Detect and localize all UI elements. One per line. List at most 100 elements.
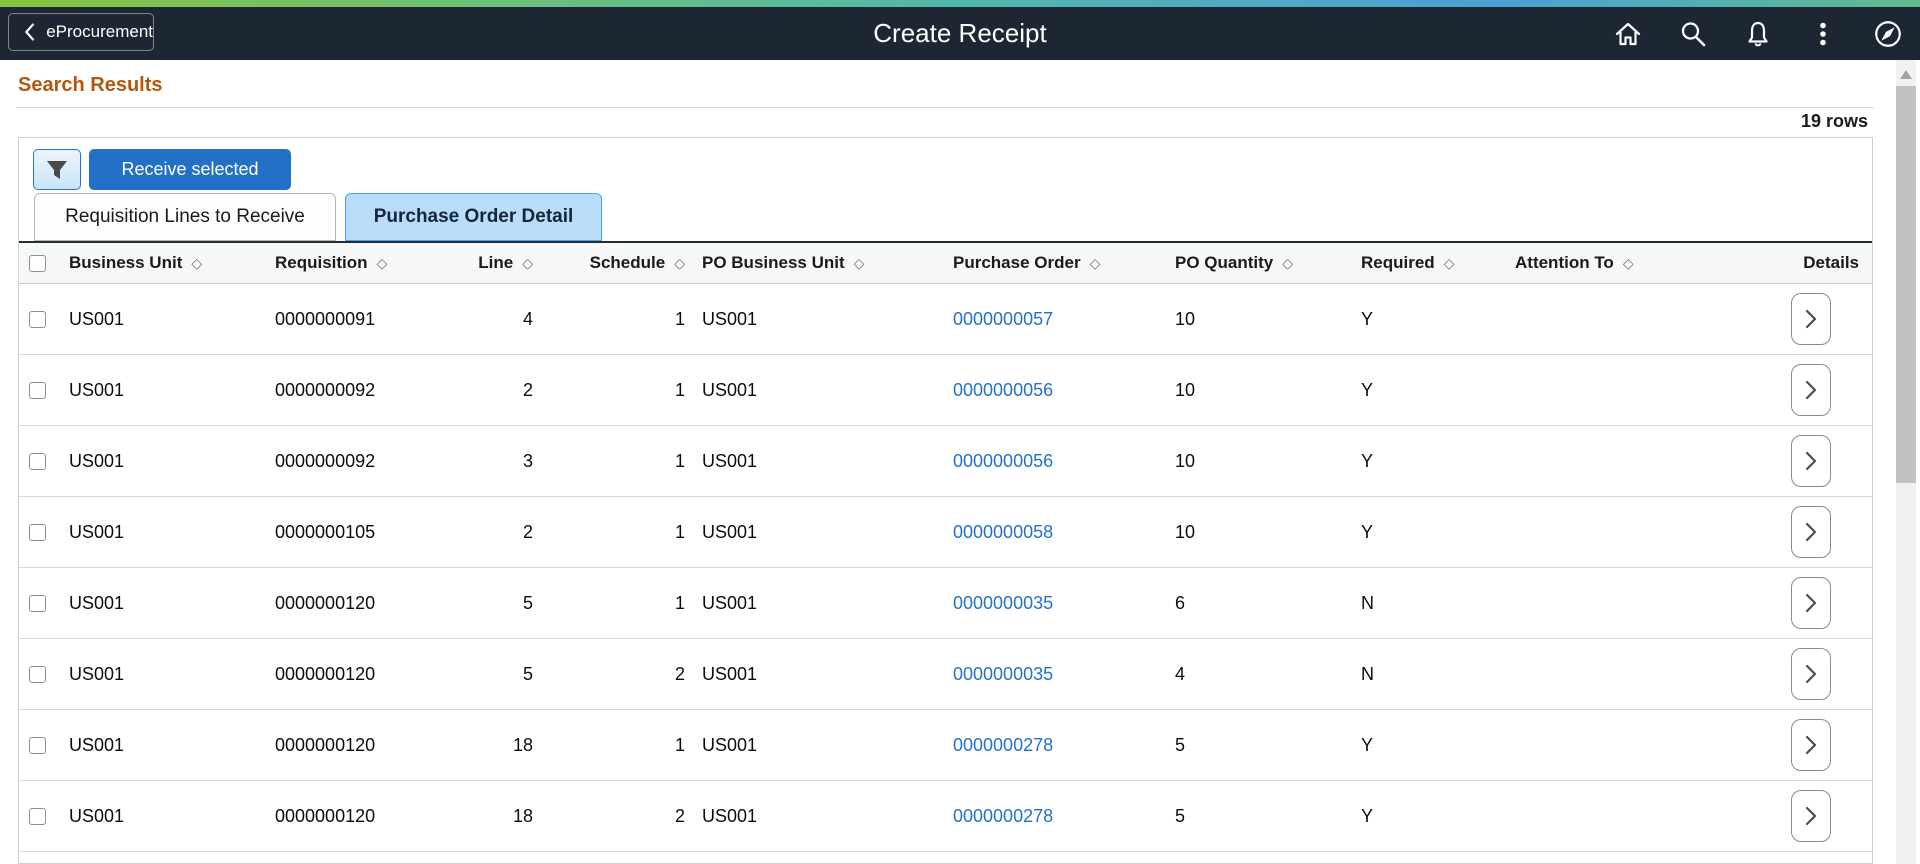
column-header-schedule[interactable]: Schedule ◇ (589, 253, 685, 272)
chevron-right-icon (1805, 380, 1817, 400)
row-checkbox[interactable] (29, 736, 46, 754)
cell-required: N (1361, 592, 1374, 613)
cell-schedule: 1 (674, 521, 685, 542)
cell-business-unit: US001 (69, 592, 125, 613)
more-options-kebab-icon[interactable] (1807, 18, 1839, 50)
purchase-order-link[interactable]: 0000000278 (953, 734, 1054, 755)
cell-line: 18 (512, 805, 533, 826)
column-header-required[interactable]: Required ◇ (1361, 253, 1455, 272)
cell-business-unit: US001 (69, 805, 125, 826)
cell-required: Y (1361, 521, 1374, 542)
page-title: Create Receipt (873, 18, 1047, 48)
sort-icon: ◇ (1282, 254, 1294, 271)
notifications-bell-icon[interactable] (1742, 18, 1774, 50)
header-actions (1612, 7, 1904, 60)
row-checkbox[interactable] (29, 594, 46, 612)
row-details-button[interactable] (1791, 293, 1831, 345)
column-header-business_unit[interactable]: Business Unit ◇ (69, 253, 203, 272)
row-details-button[interactable] (1791, 790, 1831, 842)
table-row: US001 0000000120 5 1 US001 0000000035 6 … (19, 568, 1872, 639)
row-details-button[interactable] (1791, 364, 1831, 416)
navbar-compass-icon[interactable] (1872, 18, 1904, 50)
application-header-bar: eProcurement Create Receipt (0, 7, 1920, 60)
column-header-line[interactable]: Line ◇ (478, 253, 533, 272)
column-header-requisition[interactable]: Requisition ◇ (275, 253, 388, 272)
cell-attention-to (1497, 497, 1669, 567)
column-header-po_quantity[interactable]: PO Quantity ◇ (1175, 253, 1294, 272)
purchase-order-link[interactable]: 0000000035 (953, 663, 1054, 684)
cell-required: Y (1361, 734, 1374, 755)
row-checkbox[interactable] (29, 452, 46, 470)
tab-requisition-lines-to-receive[interactable]: Requisition Lines to Receive (34, 193, 336, 241)
column-header-attention_to[interactable]: Attention To ◇ (1515, 253, 1634, 272)
scrollbar-thumb[interactable] (1896, 86, 1916, 483)
table-row: US001 0000000105 2 1 US001 0000000058 10… (19, 497, 1872, 568)
purchase-order-link[interactable]: 0000000056 (953, 379, 1054, 400)
cell-business-unit: US001 (69, 663, 125, 684)
tab-strip: Requisition Lines to Receive Purchase Or… (19, 193, 1872, 241)
cell-requisition: 0000000092 (275, 379, 376, 400)
cell-business-unit: US001 (69, 379, 125, 400)
scroll-up-arrow-icon[interactable] (1900, 70, 1912, 79)
sort-icon: ◇ (853, 254, 865, 271)
cell-schedule: 1 (674, 450, 685, 471)
cell-attention-to (1497, 355, 1669, 425)
table-header: Business Unit ◇ Requisition ◇ Line ◇ Schedule ◇… (19, 243, 1872, 284)
row-checkbox[interactable] (29, 310, 46, 328)
row-select-cell (19, 355, 69, 425)
back-button-label: eProcurement (46, 22, 153, 41)
row-checkbox[interactable] (29, 381, 46, 399)
cell-po-quantity: 10 (1175, 379, 1196, 400)
cell-required: Y (1361, 805, 1374, 826)
cell-line: 5 (522, 663, 533, 684)
purchase-order-link[interactable]: 0000000035 (953, 592, 1054, 613)
cell-po-business-unit: US001 (702, 663, 758, 684)
table-row: US001 0000000120 18 2 US001 0000000278 5… (19, 781, 1872, 852)
section-title: Search Results (18, 74, 163, 96)
search-icon[interactable] (1677, 18, 1709, 50)
purchase-order-link[interactable]: 0000000056 (953, 450, 1054, 471)
cell-po-business-unit: US001 (702, 592, 758, 613)
row-details-button[interactable] (1791, 435, 1831, 487)
purchase-order-link[interactable]: 0000000058 (953, 521, 1054, 542)
row-details-button[interactable] (1791, 648, 1831, 700)
home-icon[interactable] (1612, 18, 1644, 50)
cell-po-quantity: 10 (1175, 521, 1196, 542)
cell-schedule: 1 (674, 592, 685, 613)
sort-icon: ◇ (1089, 254, 1101, 271)
row-checkbox[interactable] (29, 523, 46, 541)
table-body: US001 0000000091 4 1 US001 0000000057 10… (19, 284, 1872, 852)
tab-purchase-order-detail[interactable]: Purchase Order Detail (345, 193, 602, 241)
purchase-order-link[interactable]: 0000000278 (953, 805, 1054, 826)
cell-required: N (1361, 663, 1374, 684)
row-count-label: 19 rows (1800, 111, 1868, 131)
column-header-purchase_order[interactable]: Purchase Order ◇ (953, 253, 1101, 272)
cell-attention-to (1497, 284, 1669, 354)
cell-business-unit: US001 (69, 450, 125, 471)
column-header-po_business_unit[interactable]: PO Business Unit ◇ (702, 253, 865, 272)
row-details-button[interactable] (1791, 577, 1831, 629)
cell-po-business-unit: US001 (702, 734, 758, 755)
cell-business-unit: US001 (69, 734, 125, 755)
cell-line: 5 (522, 592, 533, 613)
cell-attention-to (1497, 568, 1669, 638)
filter-button[interactable] (33, 149, 81, 190)
row-select-cell (19, 568, 69, 638)
purchase-order-link[interactable]: 0000000057 (953, 308, 1054, 329)
cell-schedule: 1 (674, 379, 685, 400)
receive-selected-button[interactable]: Receive selected (89, 149, 291, 190)
brand-accent-stripe (0, 0, 1920, 7)
cell-line: 18 (512, 734, 533, 755)
back-button[interactable]: eProcurement (8, 13, 154, 51)
vertical-scrollbar[interactable] (1896, 60, 1916, 864)
cell-requisition: 0000000120 (275, 663, 376, 684)
select-all-checkbox[interactable] (29, 254, 46, 272)
row-checkbox[interactable] (29, 665, 46, 683)
row-details-button[interactable] (1791, 719, 1831, 771)
row-checkbox[interactable] (29, 807, 46, 825)
row-select-cell (19, 781, 69, 851)
cell-schedule: 1 (674, 734, 685, 755)
row-details-button[interactable] (1791, 506, 1831, 558)
sort-icon: ◇ (1622, 254, 1634, 271)
